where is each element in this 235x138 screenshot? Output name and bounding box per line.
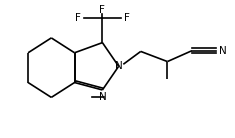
Text: N: N — [219, 46, 226, 56]
Text: F: F — [99, 5, 105, 14]
Text: N: N — [98, 92, 106, 102]
Text: N: N — [115, 61, 122, 71]
Text: F: F — [75, 13, 81, 23]
Text: F: F — [124, 13, 130, 23]
